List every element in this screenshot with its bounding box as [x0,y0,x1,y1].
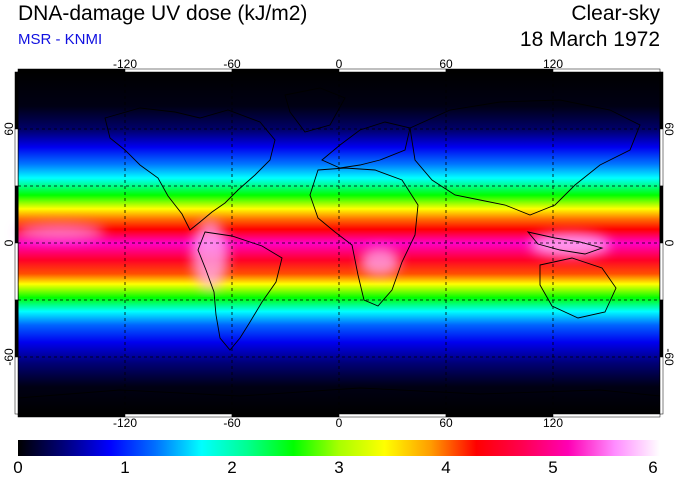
frame-bar [659,242,664,301]
europe-coast [321,121,411,169]
lon-label-bottom: -120 [113,416,137,430]
frame-bar [14,242,19,301]
map-title: DNA-damage UV dose (kJ/m2) [18,2,308,25]
greenland-coast [284,87,346,133]
colorbar-label: 4 [441,458,451,477]
map-source: MSR - KNMI [18,31,103,48]
frame-bar [338,68,447,73]
graticule [18,72,660,414]
frame-bar [659,185,664,244]
colorbar-label: 3 [334,458,344,477]
frame-bar [17,68,126,73]
frame-bar [659,71,664,130]
frame-bar [659,128,664,187]
lon-label-bottom: 120 [543,416,563,430]
frame-bar [445,68,554,73]
uv-highlights [15,220,610,290]
colorbar-label: 0 [13,458,23,477]
colorbar-label: 1 [120,458,130,477]
frame-bar [231,413,340,418]
frame-bar [552,413,661,418]
lat-labels-right: 60 0 -60 [662,122,676,366]
frame-bar [124,413,233,418]
lat-label-right: -60 [662,348,676,366]
lat-label-left: 0 [2,239,16,246]
frame-bar [659,356,664,415]
south-america-coast [197,231,283,351]
lon-label-bottom: 60 [439,416,453,430]
frame-bar [14,71,19,130]
lon-label-top: 120 [543,57,563,71]
frame-bar [231,68,340,73]
sky-condition: Clear-sky [571,2,660,25]
lat-label-left: 60 [2,122,16,136]
coastlines [17,87,661,399]
frame-bar [17,413,126,418]
lon-label-top: -60 [223,57,241,71]
colorbar-label: 2 [227,458,237,477]
colorbar-label: 5 [548,458,558,477]
frame-bar [552,68,661,73]
frame-bar [14,185,19,244]
frame-bar [124,68,233,73]
colorbar-label: 6 [648,458,658,477]
australia-coast [539,257,617,319]
lat-labels-left: 60 0 -60 [2,122,16,366]
lat-label-right: 60 [662,122,676,136]
lon-labels-bottom: -120 -60 0 60 120 [113,416,563,430]
lat-label-left: -60 [2,348,16,366]
lon-label-top: 60 [439,57,453,71]
north-america-coast [104,107,276,231]
frame-bar [14,128,19,187]
indonesia-coast [526,231,604,255]
map-date: 18 March 1972 [519,28,660,51]
frame-bar [338,413,447,418]
frame-bar [445,413,554,418]
colorbar [18,440,660,456]
frame-bar [14,356,19,415]
lon-label-bottom: -60 [223,416,241,430]
asia-coast [409,99,641,216]
lon-label-top: -120 [113,57,137,71]
lon-labels-top: -120 -60 0 60 120 [113,57,563,71]
antarctica-coast [17,387,661,399]
lon-label-top: 0 [336,57,343,71]
map-frame-bars [14,68,664,418]
lon-label-bottom: 0 [336,416,343,430]
lat-label-right: 0 [662,240,676,247]
africa-coast [309,167,419,307]
